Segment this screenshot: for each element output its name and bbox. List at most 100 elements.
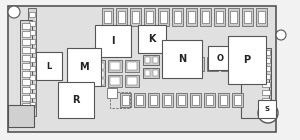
Bar <box>178 95 185 105</box>
Text: P: P <box>243 55 250 65</box>
Bar <box>174 11 181 23</box>
Bar <box>125 75 139 87</box>
Bar <box>127 62 137 70</box>
Bar <box>158 8 169 26</box>
Bar <box>218 93 229 107</box>
Bar <box>145 57 150 63</box>
Bar <box>29 84 35 89</box>
Bar <box>223 59 230 69</box>
Text: L: L <box>46 61 52 71</box>
Bar <box>134 93 145 107</box>
Bar <box>96 63 104 69</box>
Bar <box>179 57 190 71</box>
Bar <box>8 105 34 127</box>
Bar <box>120 93 131 107</box>
Bar <box>96 79 104 85</box>
Bar <box>22 23 30 29</box>
Bar <box>110 77 120 85</box>
Circle shape <box>258 103 278 123</box>
Text: K: K <box>148 34 156 44</box>
Text: M: M <box>79 62 89 72</box>
Bar <box>207 57 218 71</box>
Bar <box>193 57 204 71</box>
Bar <box>95 60 105 86</box>
Bar <box>192 95 199 105</box>
Bar <box>29 75 35 80</box>
Bar <box>258 11 265 23</box>
Bar <box>262 50 270 55</box>
Bar <box>122 95 129 105</box>
Bar <box>230 11 237 23</box>
Bar <box>190 93 201 107</box>
Bar <box>29 30 35 35</box>
Bar <box>209 59 216 69</box>
Bar <box>262 90 270 95</box>
Circle shape <box>8 6 20 18</box>
Bar <box>228 36 266 84</box>
Bar <box>58 82 94 118</box>
Bar <box>145 70 150 76</box>
Bar <box>108 60 122 72</box>
Bar <box>102 8 113 26</box>
Bar <box>206 95 213 105</box>
Bar <box>22 63 30 69</box>
Bar <box>22 55 30 61</box>
Bar <box>127 77 137 85</box>
Bar <box>107 88 117 98</box>
Bar <box>29 21 35 26</box>
Bar <box>20 20 32 112</box>
Bar <box>104 11 111 23</box>
Bar <box>181 59 188 69</box>
Bar <box>186 8 197 26</box>
Bar <box>249 57 260 71</box>
Bar <box>160 11 167 23</box>
Bar <box>244 11 251 23</box>
Bar <box>220 95 227 105</box>
Bar <box>132 11 139 23</box>
Text: S: S <box>265 106 269 112</box>
Bar <box>130 8 141 26</box>
Bar <box>262 74 270 79</box>
Bar <box>36 52 62 80</box>
Bar <box>108 75 122 87</box>
Bar <box>22 103 30 109</box>
Bar <box>172 8 183 26</box>
Bar <box>22 87 30 93</box>
Bar <box>153 70 158 76</box>
Text: N: N <box>178 54 186 64</box>
Bar <box>22 95 30 101</box>
Bar <box>29 48 35 53</box>
Bar <box>22 71 30 77</box>
Bar <box>146 11 153 23</box>
Bar <box>96 71 104 77</box>
Bar <box>237 59 244 69</box>
Bar <box>262 58 270 63</box>
Bar <box>195 59 202 69</box>
Bar <box>22 79 30 85</box>
Bar <box>242 8 253 26</box>
Bar <box>176 93 187 107</box>
Bar <box>262 66 270 71</box>
Bar <box>125 60 139 72</box>
Bar <box>148 93 159 107</box>
Bar <box>232 93 243 107</box>
Bar <box>262 82 270 87</box>
Bar <box>241 78 269 118</box>
Bar <box>28 8 36 116</box>
Bar <box>162 93 173 107</box>
Bar <box>200 8 211 26</box>
Bar <box>216 11 223 23</box>
Bar <box>202 11 209 23</box>
Bar <box>136 95 143 105</box>
Bar <box>262 98 270 103</box>
Bar <box>167 59 174 69</box>
Bar <box>164 95 171 105</box>
Bar <box>234 95 241 105</box>
Bar <box>188 11 195 23</box>
Bar <box>204 93 215 107</box>
Bar <box>235 57 246 71</box>
Bar <box>22 31 30 37</box>
Bar <box>228 8 239 26</box>
Bar <box>29 66 35 71</box>
Bar <box>221 57 232 71</box>
